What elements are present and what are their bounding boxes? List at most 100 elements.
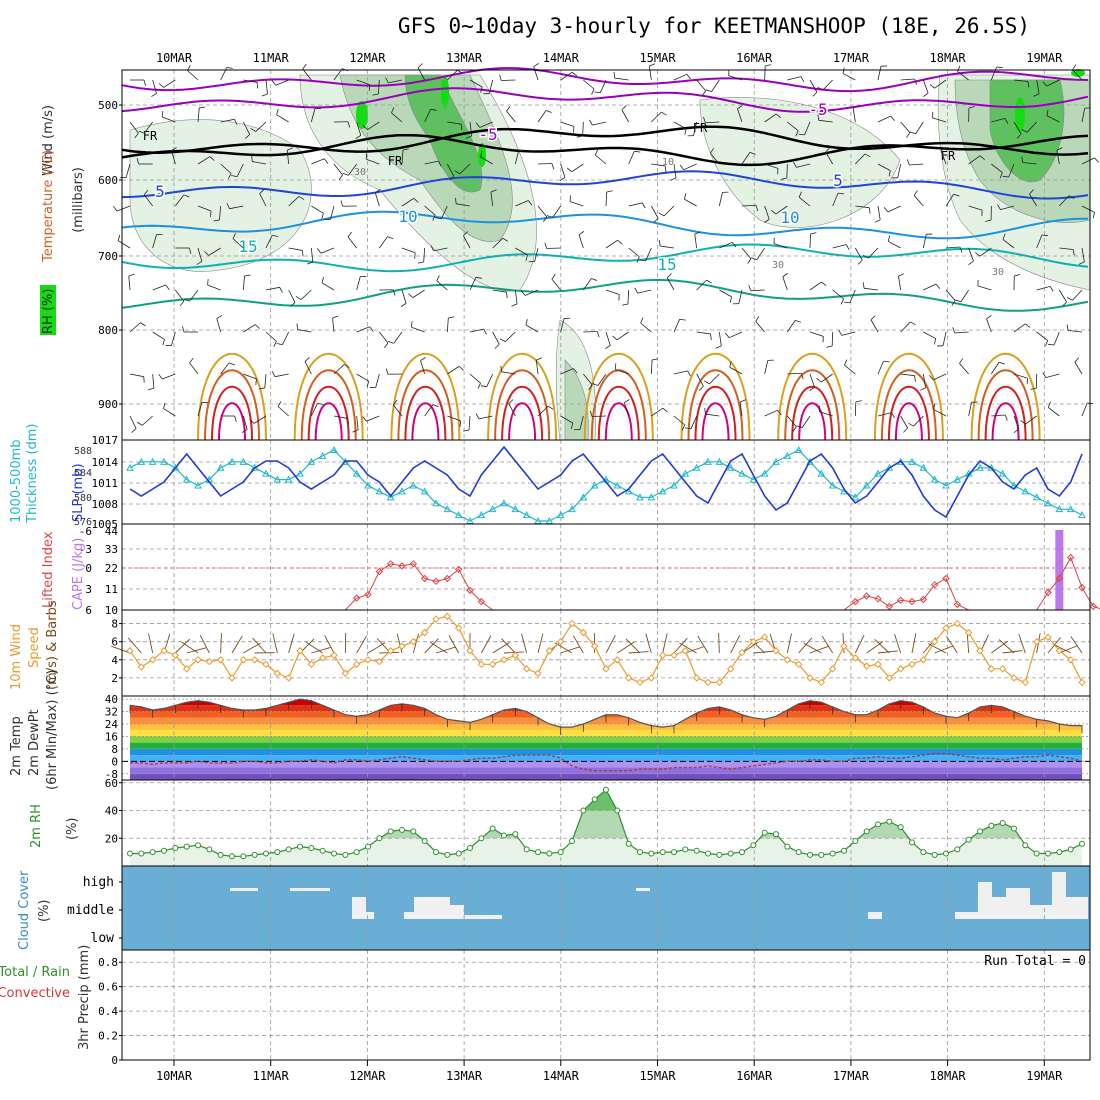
wind-barb xyxy=(666,273,675,291)
wind-barb xyxy=(874,205,881,223)
li-point xyxy=(851,597,860,606)
barb-shaft xyxy=(243,324,256,333)
wind-barb xyxy=(592,373,607,386)
barb-shaft xyxy=(645,247,652,261)
wind-barb xyxy=(696,79,706,96)
barb-flag xyxy=(430,245,434,252)
wind-barb xyxy=(175,247,192,254)
thickness-point xyxy=(806,457,814,465)
barb-shaft xyxy=(900,78,915,81)
rh-point xyxy=(285,846,292,853)
wind-speed-point xyxy=(896,665,905,673)
wind-barb xyxy=(243,373,257,386)
barb-flag xyxy=(940,147,947,152)
wind-barb xyxy=(684,415,698,430)
barb-flag xyxy=(800,76,805,83)
wind-barb xyxy=(1066,324,1083,333)
wind-barb xyxy=(515,200,533,207)
barb-flag xyxy=(158,83,164,88)
barb-shaft xyxy=(1074,361,1083,375)
barb-shaft xyxy=(379,331,389,344)
barb-flag xyxy=(475,122,481,128)
barb-flag xyxy=(234,119,238,125)
wind-barb xyxy=(662,633,668,654)
wind-speed-point xyxy=(318,654,327,662)
barb-flag xyxy=(605,344,611,349)
isotherm-label: -5 xyxy=(478,125,497,144)
wind-speed-point xyxy=(228,674,236,682)
barb-flag xyxy=(641,202,646,209)
y-tick-label: 40 xyxy=(105,693,118,706)
barb-flag xyxy=(596,331,600,338)
temperature-band xyxy=(130,736,1082,743)
temperature-dome xyxy=(404,385,447,441)
cloud-background xyxy=(122,866,1090,950)
barb-shaft xyxy=(844,364,856,375)
wind-barb xyxy=(521,289,539,296)
barb-shaft xyxy=(1068,330,1083,333)
cloud-level-label: middle xyxy=(67,903,114,918)
wind-barb xyxy=(249,415,267,424)
barb-shaft xyxy=(787,76,802,81)
barb-shaft xyxy=(243,373,257,380)
rh-point xyxy=(1079,840,1085,847)
date-label-bottom: 14MAR xyxy=(543,1069,580,1083)
wind-barb xyxy=(952,327,969,334)
wind-speed-point xyxy=(296,647,304,655)
barb-flag xyxy=(352,429,359,433)
wind-barb xyxy=(446,316,455,333)
wind-speed-point xyxy=(976,647,984,655)
barb-flag xyxy=(1025,323,1031,328)
wind-barb xyxy=(356,79,371,91)
cloud-level-label: high xyxy=(83,875,114,890)
barb-flag xyxy=(276,343,283,345)
barb-flag xyxy=(793,161,797,168)
barb-shaft xyxy=(913,195,924,207)
barb-shaft xyxy=(877,360,884,375)
date-label-bottom: 11MAR xyxy=(253,1069,290,1083)
barb-flag xyxy=(1029,189,1034,195)
barb-flag xyxy=(1002,175,1009,178)
wind-barb xyxy=(787,372,804,380)
barb-shaft xyxy=(377,79,380,94)
wind-speed-point xyxy=(772,647,780,655)
wind-barb xyxy=(196,247,203,265)
barb-flag xyxy=(775,113,782,119)
wind-barb xyxy=(854,400,862,417)
y-tick-label: 24 xyxy=(105,718,119,731)
wind-speed-point xyxy=(409,637,418,646)
barb-flag xyxy=(216,315,223,319)
barb-flag xyxy=(420,357,426,361)
barb-flag xyxy=(1056,147,1063,151)
barb-flag xyxy=(968,260,974,265)
barb-shaft xyxy=(986,318,992,333)
rh-point xyxy=(863,828,870,835)
barb-shaft xyxy=(189,289,199,302)
barb-flag xyxy=(338,174,343,181)
barb-shaft xyxy=(448,635,460,654)
barb-shaft xyxy=(693,121,698,136)
barb-flag xyxy=(387,236,394,240)
wind-barb xyxy=(379,289,396,296)
cloud-block xyxy=(1052,872,1066,919)
wind-barb xyxy=(628,202,646,209)
barb-shaft xyxy=(459,163,471,175)
barb-shaft xyxy=(515,247,528,256)
barb-shaft xyxy=(628,151,635,165)
barb-flag xyxy=(438,160,442,167)
wind-barb xyxy=(401,148,409,165)
barb-flag xyxy=(782,273,788,278)
barb-flag xyxy=(838,329,843,336)
barb-flag xyxy=(795,320,801,323)
rh-point xyxy=(648,850,655,857)
wind-barb xyxy=(968,205,983,217)
wind-barb xyxy=(780,163,788,180)
barb-shaft xyxy=(412,633,419,654)
wind-barb xyxy=(621,105,630,123)
wind-barb xyxy=(129,121,139,139)
thickness-point xyxy=(296,469,304,477)
barb-flag xyxy=(480,385,487,388)
barb-flag xyxy=(798,191,802,198)
barb-flag xyxy=(670,177,677,181)
wind-barb xyxy=(968,401,978,417)
